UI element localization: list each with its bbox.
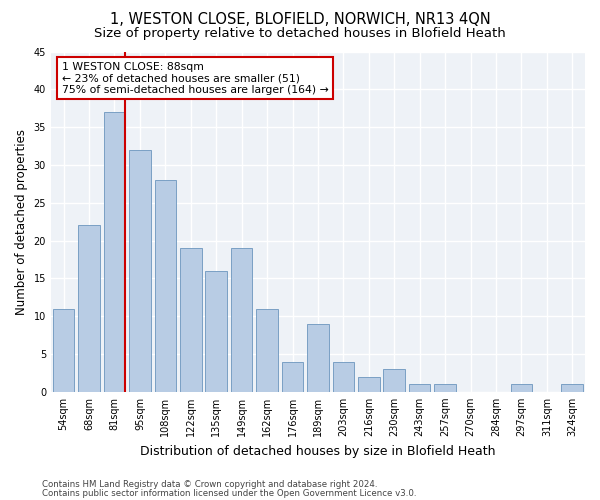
Bar: [205, 271, 227, 392]
Text: Size of property relative to detached houses in Blofield Heath: Size of property relative to detached ho…: [94, 28, 506, 40]
Bar: [562, 384, 583, 392]
Bar: [358, 376, 380, 392]
Bar: [104, 112, 125, 392]
X-axis label: Distribution of detached houses by size in Blofield Heath: Distribution of detached houses by size …: [140, 444, 496, 458]
Bar: [434, 384, 456, 392]
Bar: [409, 384, 430, 392]
Bar: [53, 308, 74, 392]
Bar: [332, 362, 354, 392]
Bar: [256, 308, 278, 392]
Text: Contains public sector information licensed under the Open Government Licence v3: Contains public sector information licen…: [42, 488, 416, 498]
Bar: [282, 362, 304, 392]
Bar: [231, 248, 253, 392]
Bar: [129, 150, 151, 392]
Bar: [307, 324, 329, 392]
Bar: [511, 384, 532, 392]
Bar: [180, 248, 202, 392]
Text: 1 WESTON CLOSE: 88sqm
← 23% of detached houses are smaller (51)
75% of semi-deta: 1 WESTON CLOSE: 88sqm ← 23% of detached …: [62, 62, 328, 95]
Bar: [78, 226, 100, 392]
Text: Contains HM Land Registry data © Crown copyright and database right 2024.: Contains HM Land Registry data © Crown c…: [42, 480, 377, 489]
Text: 1, WESTON CLOSE, BLOFIELD, NORWICH, NR13 4QN: 1, WESTON CLOSE, BLOFIELD, NORWICH, NR13…: [110, 12, 490, 28]
Bar: [383, 369, 405, 392]
Bar: [155, 180, 176, 392]
Y-axis label: Number of detached properties: Number of detached properties: [15, 128, 28, 314]
